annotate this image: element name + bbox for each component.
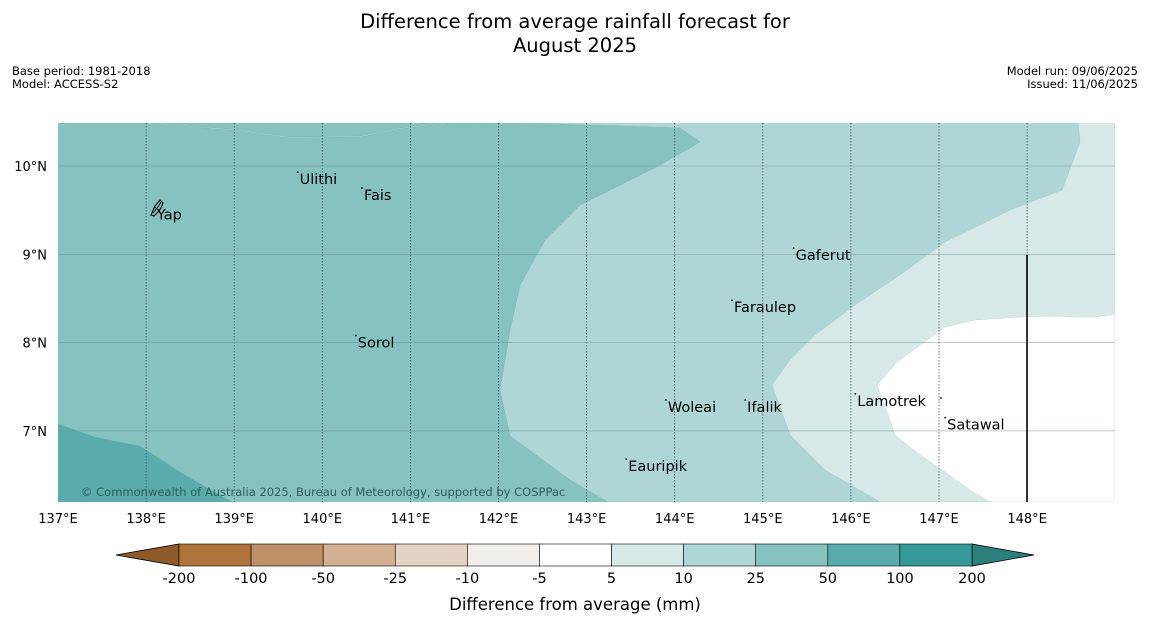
colorbar-label: Difference from average (mm): [449, 595, 701, 614]
place-marker: [792, 247, 795, 250]
lon-tick-label: 147°E: [919, 512, 959, 527]
colorbar-tick-label: -10: [456, 571, 480, 587]
lon-tick-label: 146°E: [831, 512, 871, 527]
place-marker: [854, 392, 857, 395]
lon-tick-label: 139°E: [214, 512, 254, 527]
place-marker: [731, 299, 733, 302]
colorbar-segment: [178, 543, 252, 567]
place-marker: [744, 399, 747, 401]
colorbar-segment: [683, 543, 757, 567]
meta-right: Model run: 09/06/2025 Issued: 11/06/2025: [1007, 65, 1138, 91]
lon-tick-label: 142°E: [479, 512, 519, 527]
colorbar-tick-label: 200: [958, 571, 986, 587]
base-period: Base period: 1981-2018: [12, 64, 151, 78]
yap-island-outline: [150, 199, 164, 217]
place-marker: [664, 399, 667, 401]
graticule: [58, 123, 1115, 502]
colorbar-tick-label: 100: [886, 571, 914, 587]
colorbar-tick-label: -100: [235, 571, 268, 587]
colorbar-segment: [250, 543, 324, 567]
colorbar-tick-label: -5: [532, 571, 546, 587]
place-label: Gaferut: [796, 248, 851, 264]
colorbar-tick-label: 50: [819, 571, 837, 587]
place-label: Fais: [364, 188, 391, 204]
lat-tick-label: 7°N: [23, 425, 48, 440]
place-label: Faraulep: [734, 300, 796, 316]
lat-tick-label: 9°N: [23, 248, 48, 263]
lat-tick-label: 8°N: [23, 337, 48, 352]
place-labels: Yap Ulithi Fais Sorol Gaferut Faraulep Woleai I…: [154, 171, 1005, 475]
latitude-labels: 10°N 9°N 8°N 7°N: [14, 160, 47, 440]
title-line-2: August 2025: [512, 34, 638, 57]
colorbar-segment: [467, 543, 540, 567]
place-marker: [354, 334, 357, 337]
map-plot-area: Yap Ulithi Fais Sorol Gaferut Faraulep Woleai I…: [58, 123, 1115, 502]
colorbar-tick-label: -50: [311, 571, 335, 587]
longitude-labels: 137°E 138°E 139°E 140°E 141°E 142°E 143°E 144°E…: [38, 512, 1047, 527]
model-name: Model: ACCESS-S2: [12, 77, 119, 91]
place-label: Ifalik: [747, 400, 782, 416]
colorbar-tick-label: -200: [163, 571, 196, 587]
lon-tick-label: 148°E: [1007, 512, 1047, 527]
model-run: Model run: 09/06/2025: [1006, 64, 1138, 78]
colorbar-tick-label: 5: [607, 571, 616, 587]
lon-tick-label: 144°E: [655, 512, 695, 527]
colorbar-segment: [899, 543, 973, 567]
colorbar-segment: [611, 543, 684, 567]
title-line-1: Difference from average rainfall forecas…: [360, 10, 790, 33]
place-marker: [154, 206, 156, 209]
issued-date: Issued: 11/06/2025: [1027, 77, 1138, 91]
place-label: Lamotrek: [857, 394, 926, 410]
colorbar-segment: [827, 543, 901, 567]
place-label: Ulithi: [300, 172, 338, 188]
lon-tick-label: 140°E: [303, 512, 343, 527]
colorbar-high-extend: [971, 543, 1035, 567]
colorbar-segment: [322, 543, 396, 567]
place-label: Yap: [156, 208, 182, 224]
colorbar-tick-label: 10: [674, 571, 692, 587]
colorbar-segment: [394, 543, 468, 567]
place-label: Satawal: [947, 418, 1004, 434]
lon-tick-label: 143°E: [567, 512, 607, 527]
lon-tick-label: 138°E: [126, 512, 166, 527]
place-marker: [361, 187, 363, 189]
colorbar-tick-label: 25: [747, 571, 765, 587]
band-neutral-region: [876, 313, 1115, 502]
place-label: Eauripik: [628, 459, 687, 475]
colorbar: -200 -100 -50 -25 -10 -5 5 10 25 50 100 200: [115, 543, 1035, 587]
colorbar-segment: [755, 543, 829, 567]
place-marker: [296, 171, 299, 174]
lon-tick-label: 145°E: [743, 512, 783, 527]
place-label: Sorol: [358, 336, 395, 352]
lon-tick-label: 137°E: [38, 512, 78, 527]
copyright-notice: © Commonwealth of Australia 2025, Bureau…: [81, 485, 565, 499]
band-50-100-region: [58, 424, 232, 502]
atoll-marker: [940, 397, 942, 399]
colorbar-low-extend: [115, 543, 180, 567]
lat-tick-label: 10°N: [14, 160, 47, 175]
map-title: Difference from average rainfall forecas…: [0, 10, 1150, 58]
place-label: Woleai: [668, 400, 716, 416]
place-marker: [944, 416, 947, 419]
colorbar-segment: [539, 543, 612, 567]
lon-tick-label: 141°E: [391, 512, 431, 527]
colorbar-tick-label: -25: [383, 571, 407, 587]
place-marker: [625, 458, 628, 461]
meta-left: Base period: 1981-2018 Model: ACCESS-S2: [12, 65, 151, 91]
